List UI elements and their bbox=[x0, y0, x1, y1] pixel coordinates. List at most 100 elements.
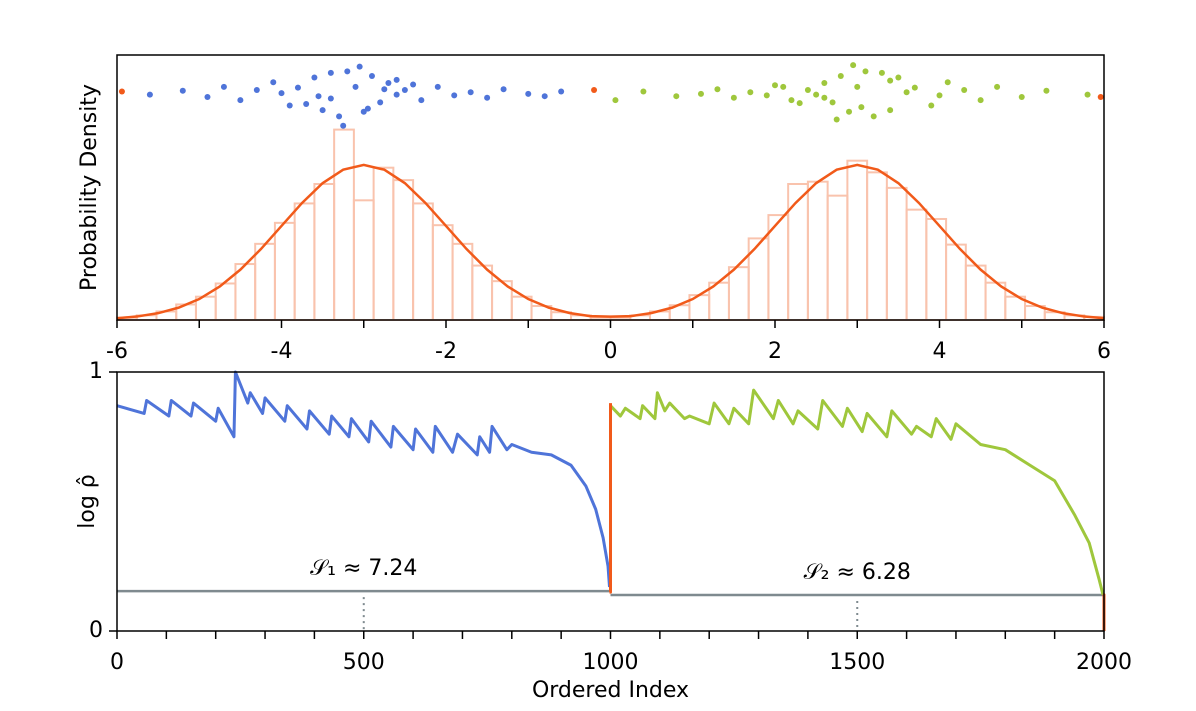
scatter-point bbox=[837, 72, 844, 79]
scatter-point bbox=[994, 83, 1001, 90]
x-tick-label: -4 bbox=[271, 339, 293, 364]
histogram-bar bbox=[333, 128, 355, 321]
scatter-point bbox=[360, 108, 367, 115]
histogram-bar bbox=[826, 194, 849, 321]
x-tick-label: 2 bbox=[768, 339, 782, 364]
scatter-point bbox=[500, 86, 507, 93]
scatter-point bbox=[368, 72, 375, 79]
x-axis-label: Ordered Index bbox=[532, 678, 689, 703]
scatter-point bbox=[327, 69, 334, 76]
axes-frame bbox=[116, 54, 1105, 321]
x-tick-label: 0 bbox=[110, 650, 124, 675]
x-tick-label: -6 bbox=[106, 339, 128, 364]
scatter-point bbox=[862, 68, 869, 75]
histogram-bar bbox=[964, 264, 987, 321]
x-tick-label: 500 bbox=[343, 650, 385, 675]
scatter-point bbox=[887, 107, 894, 114]
histogram-bar bbox=[254, 242, 276, 321]
x-tick-label: -2 bbox=[435, 339, 457, 364]
x-tick-label: 0 bbox=[604, 339, 618, 364]
scatter-point bbox=[146, 91, 153, 98]
scatter-point bbox=[558, 88, 565, 95]
scatter-point bbox=[870, 113, 877, 120]
histogram-bar bbox=[214, 282, 237, 321]
scatter-point bbox=[977, 97, 984, 104]
histogram-bar bbox=[885, 186, 908, 321]
scatter-point bbox=[377, 99, 384, 106]
scatter-point bbox=[1018, 93, 1025, 100]
scatter-point bbox=[697, 90, 704, 97]
histogram-bar bbox=[431, 224, 454, 321]
scatter-point bbox=[294, 84, 301, 91]
scatter-point bbox=[286, 102, 293, 109]
histogram-bar bbox=[392, 179, 415, 321]
scatter-point bbox=[356, 63, 363, 70]
scatter-point bbox=[887, 77, 894, 84]
level-annotation: 𝒮₂ ≈ 6.28 bbox=[804, 560, 911, 585]
scatter-point bbox=[315, 93, 322, 100]
x-tick-label: 1000 bbox=[583, 650, 639, 675]
scatter-point bbox=[336, 113, 343, 120]
scatter-point bbox=[451, 92, 458, 99]
scatter-point bbox=[410, 81, 417, 88]
scatter-point bbox=[780, 83, 787, 90]
scatter-point bbox=[911, 84, 918, 91]
scatter-point bbox=[788, 97, 795, 104]
series-line bbox=[609, 403, 612, 594]
scatter-point bbox=[1097, 93, 1104, 100]
scatter-point bbox=[344, 68, 351, 75]
histogram-bar bbox=[273, 221, 296, 321]
scatter-point bbox=[340, 122, 347, 129]
scatter-point bbox=[253, 86, 260, 93]
y-axis-label: log ρ̂ bbox=[75, 474, 100, 529]
scatter-point bbox=[541, 93, 548, 100]
scatter-point bbox=[612, 97, 619, 104]
histogram-bar bbox=[866, 171, 888, 321]
scatter-point bbox=[352, 83, 359, 90]
scatter-point bbox=[846, 108, 853, 115]
histogram-bar bbox=[293, 202, 316, 322]
scatter-point bbox=[833, 116, 840, 123]
scatter-point bbox=[944, 79, 951, 86]
scatter-point bbox=[772, 82, 778, 89]
x-tick-label: 4 bbox=[933, 339, 947, 364]
histogram-bar bbox=[925, 217, 948, 321]
y-axis-label: Probability Density bbox=[77, 84, 102, 291]
histogram-bar bbox=[727, 266, 750, 321]
scatter-point bbox=[804, 86, 811, 93]
scatter-point bbox=[821, 79, 828, 86]
scatter-point bbox=[936, 92, 943, 99]
level-annotation: 𝒮₁ ≈ 7.24 bbox=[310, 556, 417, 581]
histogram-bar bbox=[471, 264, 494, 321]
scatter-point bbox=[484, 94, 491, 101]
series-line bbox=[609, 388, 1105, 596]
scatter-point bbox=[714, 86, 721, 93]
x-tick-label: 1500 bbox=[829, 650, 885, 675]
scatter-point bbox=[401, 86, 408, 93]
scatter-point bbox=[1043, 87, 1050, 94]
scatter-point bbox=[385, 79, 392, 86]
scatter-point bbox=[796, 100, 803, 107]
histogram-bar bbox=[846, 159, 869, 321]
scatter-point bbox=[319, 107, 326, 114]
histogram-bar bbox=[806, 180, 829, 321]
histogram-bar bbox=[372, 166, 395, 321]
y-tick-label: 1 bbox=[89, 359, 103, 384]
scatter-point bbox=[673, 93, 680, 100]
scatter-point bbox=[525, 90, 532, 97]
y-tick-label: 0 bbox=[89, 618, 103, 643]
scatter-point bbox=[393, 76, 400, 83]
histogram-bar bbox=[412, 202, 434, 322]
scatter-point bbox=[237, 97, 244, 104]
scatter-point bbox=[854, 83, 861, 90]
x-tick-label: 2000 bbox=[1076, 650, 1132, 675]
scatter-point bbox=[895, 74, 902, 81]
scatter-point bbox=[747, 89, 754, 96]
scatter-point bbox=[928, 102, 935, 109]
scatter-point bbox=[961, 86, 968, 93]
scatter-point bbox=[179, 87, 186, 94]
scatter-point bbox=[327, 95, 334, 102]
scatter-point bbox=[813, 91, 820, 98]
scatter-point bbox=[118, 88, 125, 95]
